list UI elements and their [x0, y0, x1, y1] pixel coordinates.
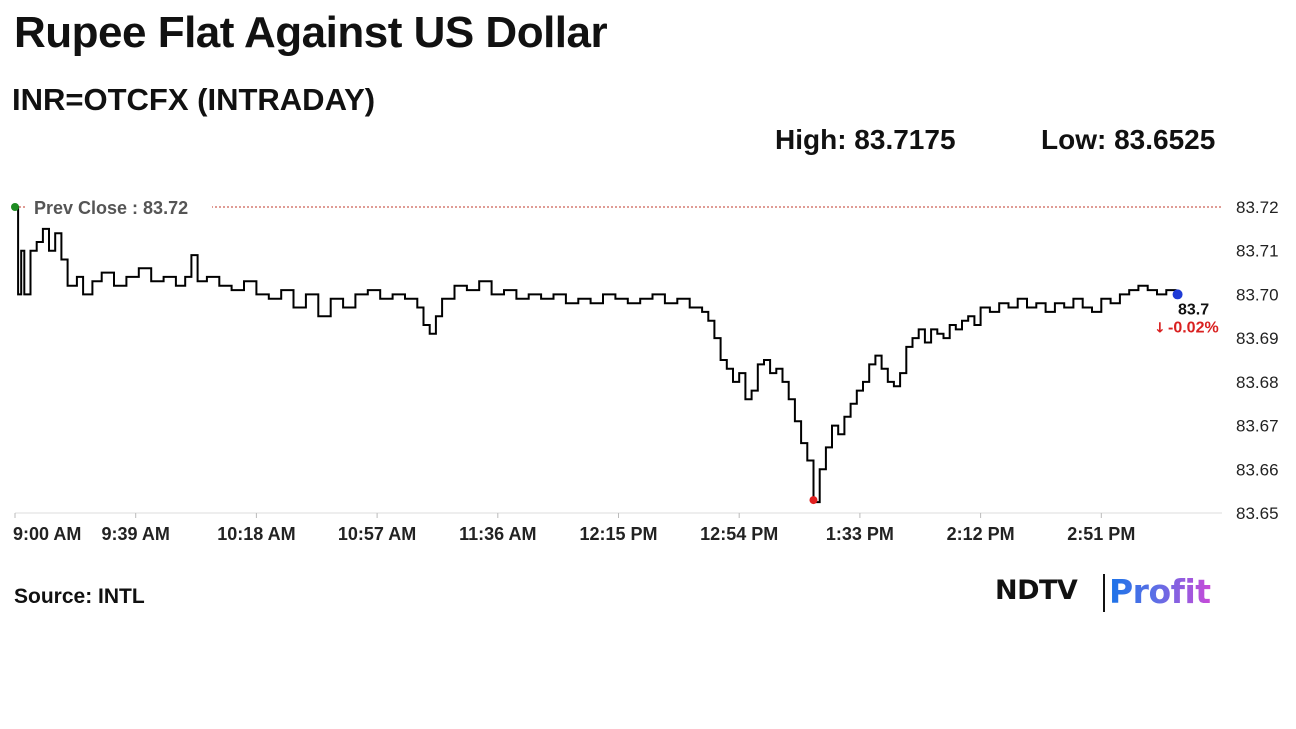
start-point-marker — [11, 203, 19, 211]
down-arrow-icon: ↓ — [1154, 320, 1166, 336]
change-percent-label: -0.02% — [1168, 319, 1219, 336]
x-tick-label: 10:57 AM — [338, 524, 416, 544]
x-tick-label: 12:54 PM — [700, 524, 778, 544]
y-axis: 83.72 83.71 83.70 83.69 83.68 83.67 83.66 83.65 — [1236, 198, 1279, 523]
y-tick-label: 83.71 — [1236, 242, 1279, 261]
last-value-label: 83.7 — [1178, 301, 1209, 318]
logo-ndtv-text: NDTV — [995, 575, 1078, 606]
y-tick-label: 83.70 — [1236, 285, 1279, 304]
chart-title: Rupee Flat Against US Dollar — [14, 8, 608, 57]
x-tick-label: 11:36 AM — [459, 524, 536, 544]
price-series-line — [15, 206, 1177, 504]
prev-close-label-bg — [26, 195, 212, 219]
y-tick-label: 83.72 — [1236, 198, 1279, 217]
prev-close-label: Prev Close : 83.72 — [34, 198, 188, 218]
logo-divider — [1103, 574, 1105, 612]
chart-subtitle: INR=OTCFX (INTRADAY) — [12, 82, 376, 117]
high-value: High: 83.7175 — [775, 124, 956, 155]
y-tick-label: 83.69 — [1236, 329, 1279, 348]
x-tick-label: 12:15 PM — [579, 524, 657, 544]
last-value-box — [1172, 299, 1218, 320]
x-tick-label: 9:39 AM — [102, 524, 170, 544]
source-note: Source: INTL — [14, 585, 145, 608]
last-point-marker — [1172, 289, 1183, 300]
low-value: Low: 83.6525 — [1041, 124, 1216, 155]
low-point-marker — [809, 496, 818, 505]
x-tick-label: 9:00 AM — [13, 524, 81, 544]
x-tick-label: 1:33 PM — [826, 524, 894, 544]
y-tick-label: 83.65 — [1236, 504, 1279, 523]
x-tick-label: 2:51 PM — [1067, 524, 1135, 544]
x-axis: 9:00 AM 9:39 AM 10:18 AM 10:57 AM 11:36 AM 12… — [13, 513, 1135, 544]
y-tick-label: 83.68 — [1236, 373, 1279, 392]
x-tick-label: 10:18 AM — [217, 524, 295, 544]
logo-profit-text: Profit — [1109, 572, 1211, 611]
x-tick-label: 2:12 PM — [947, 524, 1015, 544]
y-tick-label: 83.67 — [1236, 417, 1279, 436]
y-tick-label: 83.66 — [1236, 460, 1279, 479]
